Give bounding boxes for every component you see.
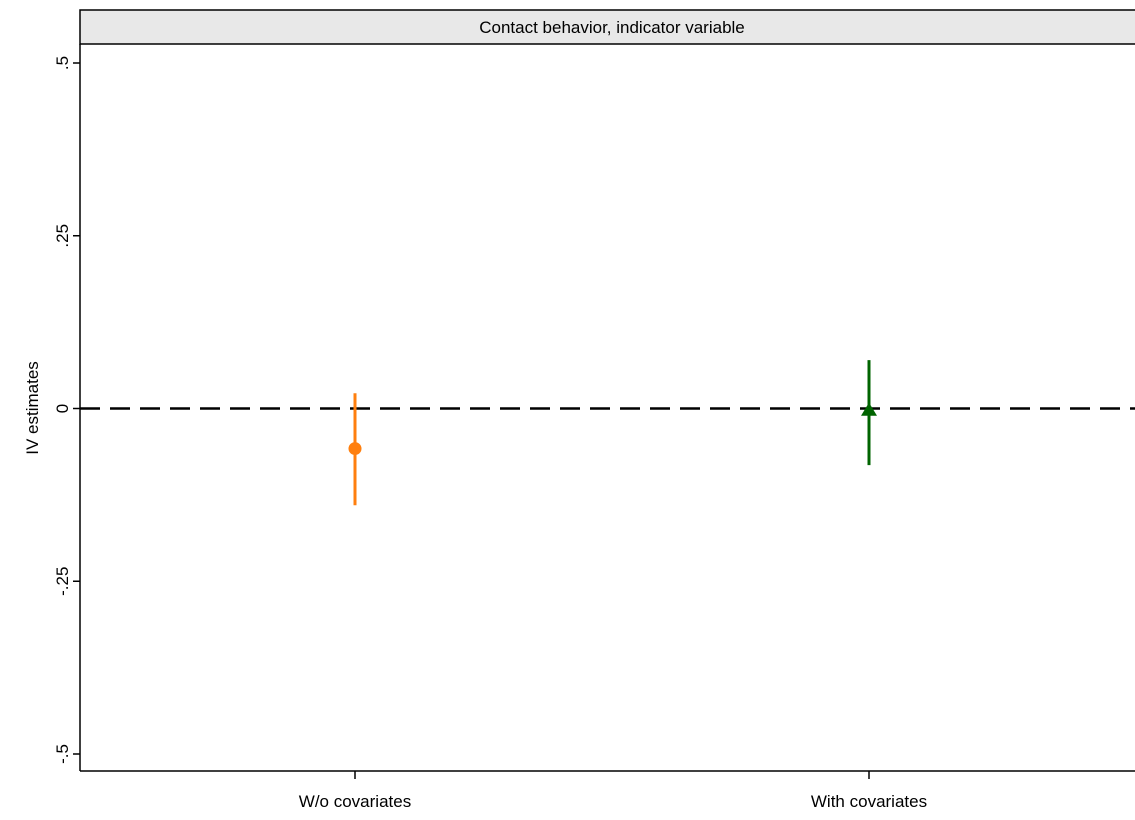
chart-title: Contact behavior, indicator variable bbox=[479, 18, 745, 37]
y-tick-label: -.25 bbox=[53, 567, 72, 596]
estimate-point bbox=[861, 402, 877, 416]
title-strip bbox=[79, 9, 1135, 45]
y-axis-title: IV estimates bbox=[23, 361, 42, 455]
y-tick-label: 0 bbox=[53, 404, 72, 413]
estimate-point bbox=[348, 442, 362, 456]
y-tick-label: -.5 bbox=[53, 744, 72, 764]
y-tick-label: .5 bbox=[53, 56, 72, 70]
x-tick-label: W/o covariates bbox=[299, 792, 411, 811]
y-tick-label: .25 bbox=[53, 224, 72, 248]
x-tick-label: With covariates bbox=[811, 792, 927, 811]
